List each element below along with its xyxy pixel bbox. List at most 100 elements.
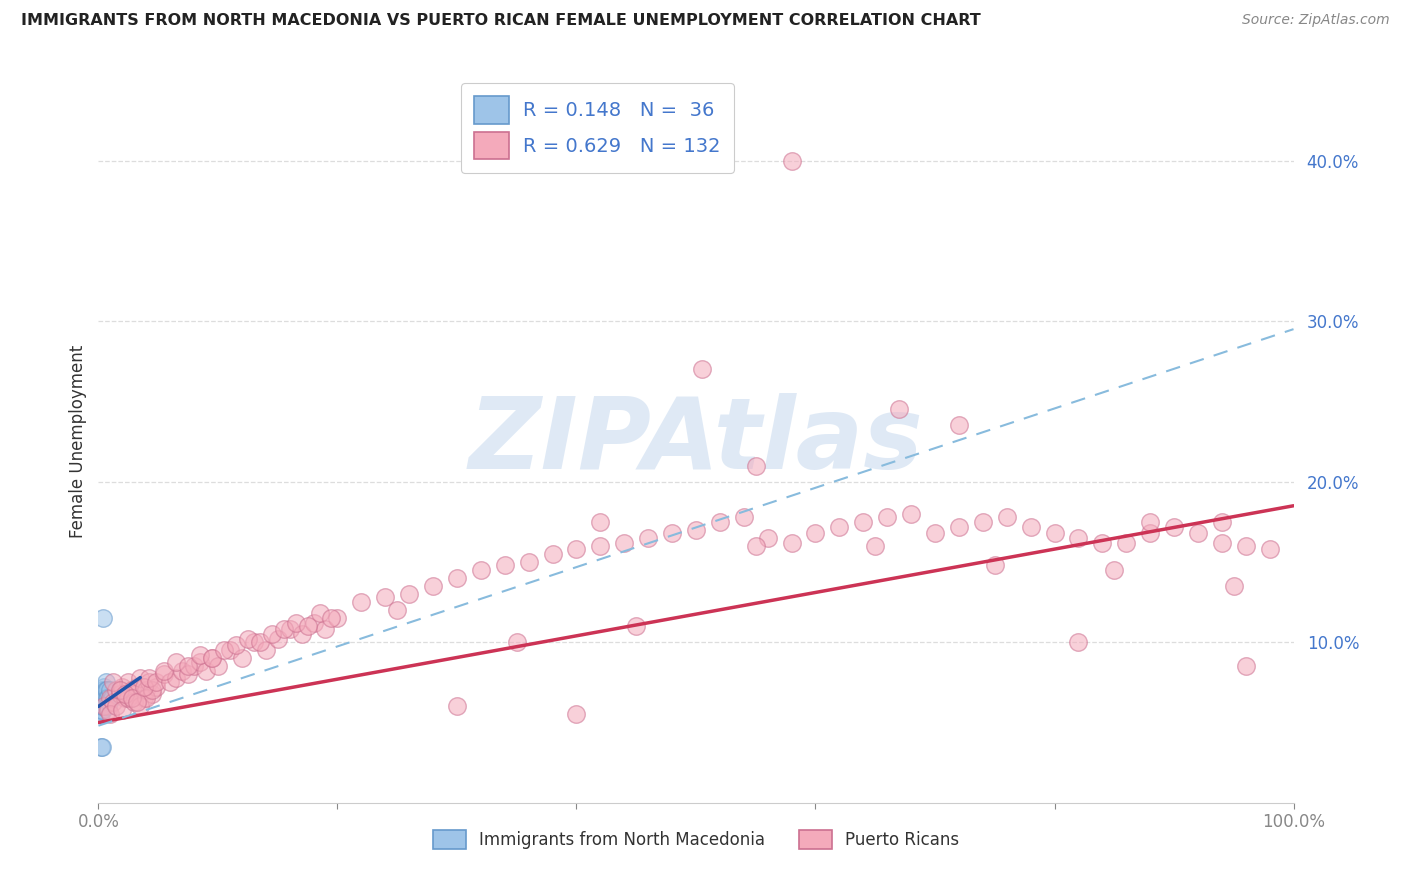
Point [446, 571, 468, 585]
Point [93, 699, 115, 714]
Point [98, 691, 122, 706]
Text: Source: ZipAtlas.com: Source: ZipAtlas.com [1241, 13, 1389, 28]
Point [565, 707, 588, 722]
Point [828, 519, 851, 533]
Point [91, 739, 114, 754]
Point [1019, 519, 1042, 533]
Point [141, 683, 163, 698]
Point [111, 680, 134, 694]
Point [865, 539, 887, 553]
Point [125, 680, 148, 694]
Point [291, 627, 314, 641]
Point [494, 558, 516, 573]
Point [124, 687, 146, 701]
Point [948, 418, 970, 433]
Point [101, 675, 124, 690]
Point [132, 680, 155, 694]
Point [852, 515, 875, 529]
Point [105, 683, 128, 698]
Point [91, 611, 114, 625]
Point [254, 643, 277, 657]
Point [96, 691, 118, 706]
Point [267, 632, 290, 646]
Point [89, 699, 111, 714]
Text: IMMIGRANTS FROM NORTH MACEDONIA VS PUERTO RICAN FEMALE UNEMPLOYMENT CORRELATION : IMMIGRANTS FROM NORTH MACEDONIA VS PUERT… [21, 13, 981, 29]
Point [145, 675, 167, 690]
Point [91, 703, 114, 717]
Point [94, 675, 117, 690]
Point [780, 535, 803, 549]
Point [114, 687, 136, 701]
Legend: Immigrants from North Macedonia, Puerto Ricans: Immigrants from North Macedonia, Puerto … [426, 823, 966, 856]
Point [201, 651, 224, 665]
Point [1234, 659, 1257, 673]
Point [1223, 579, 1246, 593]
Point [91, 695, 114, 709]
Point [91, 688, 114, 702]
Point [111, 703, 134, 717]
Point [121, 683, 143, 698]
Point [690, 362, 713, 376]
Point [315, 623, 337, 637]
Point [398, 587, 420, 601]
Point [91, 699, 114, 714]
Point [756, 531, 779, 545]
Point [1067, 635, 1090, 649]
Point [374, 591, 396, 605]
Point [91, 691, 114, 706]
Point [517, 555, 540, 569]
Point [1067, 531, 1090, 545]
Point [972, 515, 994, 529]
Point [101, 695, 124, 709]
Point [159, 675, 181, 690]
Point [249, 635, 271, 649]
Point [97, 699, 120, 714]
Point [108, 687, 131, 701]
Point [422, 579, 444, 593]
Point [613, 535, 636, 549]
Point [121, 691, 143, 706]
Point [153, 667, 176, 681]
Point [350, 595, 373, 609]
Point [212, 643, 235, 657]
Point [231, 651, 253, 665]
Point [278, 623, 301, 637]
Point [93, 687, 115, 701]
Point [90, 739, 112, 754]
Point [470, 563, 492, 577]
Point [804, 526, 827, 541]
Point [243, 635, 266, 649]
Point [589, 515, 612, 529]
Point [89, 696, 111, 710]
Point [91, 683, 114, 698]
Point [626, 619, 648, 633]
Point [135, 691, 157, 706]
Point [308, 607, 330, 621]
Point [1258, 542, 1281, 557]
Point [91, 691, 114, 706]
Point [138, 675, 160, 690]
Point [145, 680, 167, 694]
Point [97, 691, 120, 706]
Point [91, 699, 114, 714]
Point [177, 667, 200, 681]
Point [889, 402, 911, 417]
Point [188, 648, 211, 662]
Point [132, 691, 155, 706]
Point [541, 547, 564, 561]
Point [225, 639, 247, 653]
Point [165, 655, 187, 669]
Text: ZIPAtlas: ZIPAtlas [468, 393, 924, 490]
Point [114, 691, 136, 706]
Point [117, 691, 139, 706]
Point [589, 539, 612, 553]
Point [129, 671, 152, 685]
Y-axis label: Female Unemployment: Female Unemployment [69, 345, 87, 538]
Point [93, 680, 115, 694]
Point [90, 699, 112, 714]
Point [1211, 515, 1233, 529]
Point [297, 619, 319, 633]
Point [661, 526, 683, 541]
Point [153, 664, 176, 678]
Point [90, 688, 112, 702]
